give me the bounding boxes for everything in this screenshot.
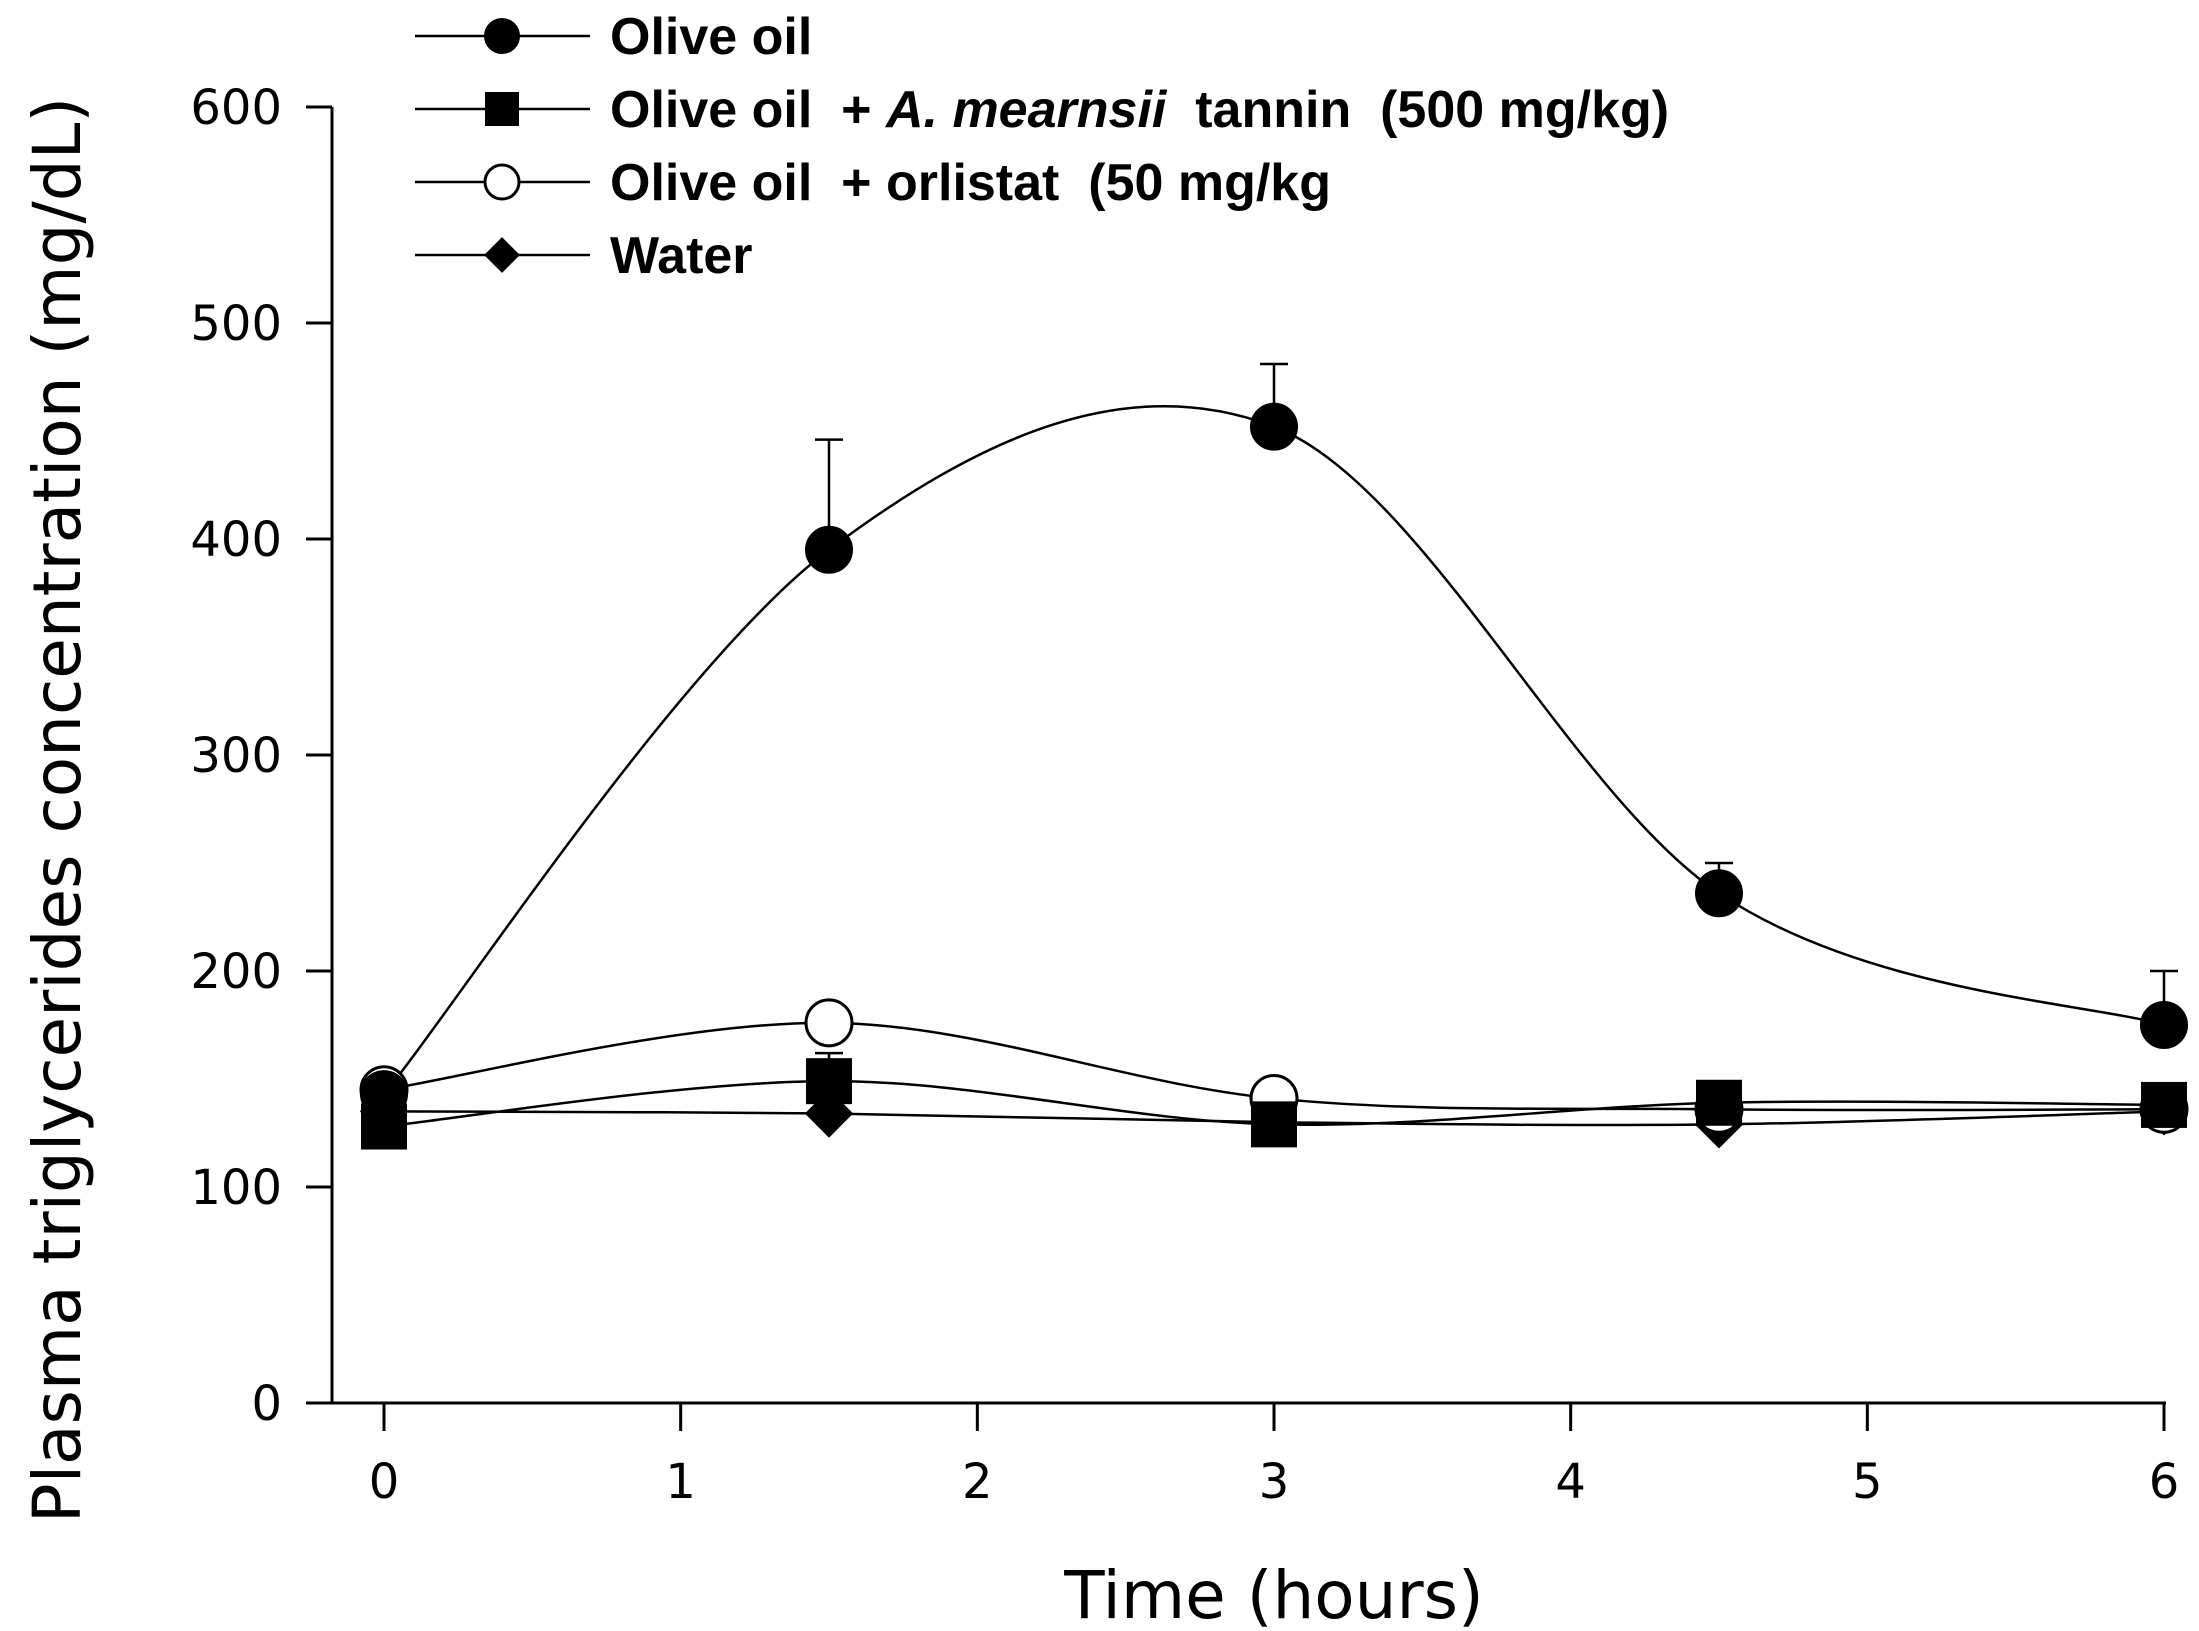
markers bbox=[359, 402, 2189, 1150]
x-axis-title: Time (hours) bbox=[1063, 1557, 1484, 1631]
x-tick-label: 3 bbox=[1259, 1454, 1290, 1510]
data-point-1-2 bbox=[1251, 1101, 1297, 1148]
data-point-0-4 bbox=[2140, 1001, 2188, 1049]
axes: 0 100 200 300 400 500 600 0 1 2 3 4 5 6 bbox=[190, 80, 2179, 1510]
legend-label-2: Olive oil + orlistat (50 mg/kg bbox=[610, 154, 1331, 212]
y-tick-label: 200 bbox=[190, 944, 282, 1000]
data-point-1-4 bbox=[2141, 1081, 2187, 1128]
y-tick-label: 300 bbox=[190, 728, 282, 784]
legend-marker-0 bbox=[484, 18, 520, 54]
legend-marker-2 bbox=[483, 163, 521, 201]
y-tick-label: 400 bbox=[190, 512, 282, 568]
y-ticks: 0 100 200 300 400 500 600 bbox=[190, 80, 332, 1432]
data-point-1-1 bbox=[806, 1058, 852, 1105]
y-tick-label: 500 bbox=[190, 296, 282, 352]
data-point-2-1 bbox=[804, 998, 854, 1048]
error-bars bbox=[815, 362, 2178, 1082]
series-line-0 bbox=[383, 404, 2165, 1095]
data-point-0-0 bbox=[360, 1070, 408, 1119]
data-point-3-1 bbox=[804, 1089, 854, 1138]
legend-label-3: Water bbox=[610, 227, 753, 285]
x-tick-label: 0 bbox=[369, 1454, 400, 1510]
x-tick-label: 5 bbox=[1852, 1454, 1883, 1510]
x-ticks: 0 1 2 3 4 5 6 bbox=[369, 1403, 2180, 1510]
data-point-0-2 bbox=[1250, 402, 1298, 451]
data-point-1-3 bbox=[1696, 1079, 1742, 1126]
series-lines bbox=[383, 404, 2165, 1128]
x-tick-label: 6 bbox=[2149, 1454, 2180, 1510]
data-point-0-1 bbox=[805, 525, 853, 574]
legend-marker-1 bbox=[485, 92, 519, 126]
x-tick-label: 1 bbox=[665, 1454, 696, 1510]
x-tick-label: 2 bbox=[962, 1454, 993, 1510]
legend: Olive oil Olive oil + A. mearnsii tannin … bbox=[415, 8, 1669, 285]
data-point-0-3 bbox=[1695, 869, 1743, 918]
legend-label-0: Olive oil bbox=[610, 8, 812, 66]
x-tick-label: 4 bbox=[1555, 1454, 1586, 1510]
y-axis-title: Plasma triglycerides concentration (mg/d… bbox=[19, 97, 96, 1523]
legend-label-1: Olive oil + A. mearnsii tannin (500 mg/k… bbox=[610, 81, 1669, 139]
y-tick-label: 600 bbox=[190, 80, 282, 136]
legend-marker-3 bbox=[484, 237, 520, 273]
y-tick-label: 100 bbox=[190, 1160, 282, 1216]
y-tick-label: 0 bbox=[251, 1376, 282, 1432]
